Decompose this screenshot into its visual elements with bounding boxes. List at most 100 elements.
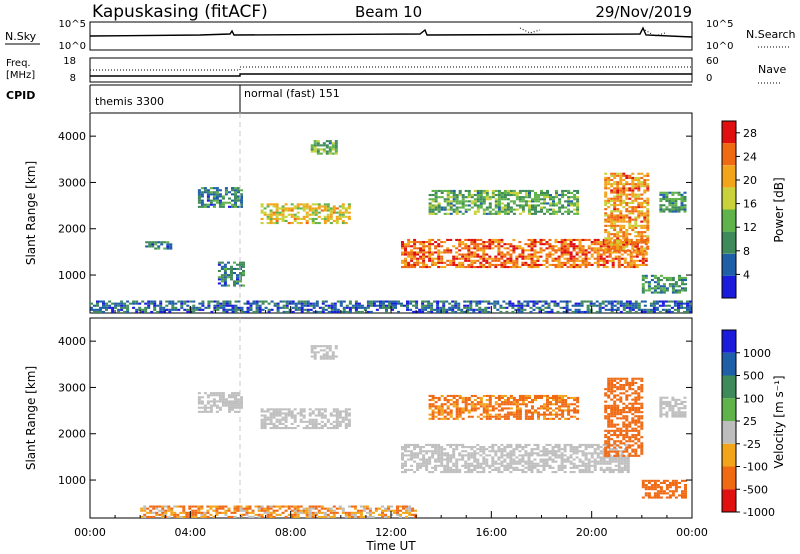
scatter-cell-region-8 bbox=[233, 509, 237, 512]
scatter-cell-region-9 bbox=[671, 200, 675, 203]
scatter-cell-region-3 bbox=[311, 222, 315, 225]
scatter-cell-region-3 bbox=[614, 448, 618, 451]
scatter-cell-region-4 bbox=[515, 403, 519, 406]
scatter-cell-region-6 bbox=[449, 200, 453, 203]
scatter-cell-region-7 bbox=[610, 179, 614, 182]
scatter-cell-region-5 bbox=[625, 411, 629, 414]
scatter-cell-region-8 bbox=[233, 511, 237, 514]
scatter-cell-region-5 bbox=[500, 245, 504, 248]
scatter-cell-region-3 bbox=[557, 446, 561, 449]
scatter-cell-region-3 bbox=[332, 207, 336, 210]
scatter-cell-region-4 bbox=[558, 409, 562, 412]
scatter-cell-region-7 bbox=[674, 400, 678, 403]
scatter-cell-region-10 bbox=[559, 300, 563, 303]
scatter-cell-region-1 bbox=[200, 199, 204, 202]
scatter-cell-region-4 bbox=[446, 417, 450, 420]
scatter-cell-region-6 bbox=[503, 212, 507, 215]
scatter-cell-region-3 bbox=[455, 448, 459, 451]
scatter-cell-region-9 bbox=[671, 198, 675, 201]
scatter-cell-region-5 bbox=[422, 263, 426, 266]
scatter-cell-region-9 bbox=[668, 202, 672, 205]
scatter-cell-region-0 bbox=[166, 241, 170, 244]
scatter-cell-region-6 bbox=[671, 494, 675, 497]
scatter-cell-region-5 bbox=[619, 386, 623, 389]
scatter-cell-region-5 bbox=[485, 259, 489, 262]
scatter-cell-region-0 bbox=[228, 394, 231, 397]
scatter-cell-region-10 bbox=[523, 304, 527, 307]
scatter-cell-region-5 bbox=[413, 253, 417, 256]
scatter-cell-region-6 bbox=[509, 191, 513, 194]
scatter-cell-region-2 bbox=[223, 274, 227, 277]
scatter-cell-region-5 bbox=[581, 251, 585, 254]
scatter-cell-region-1 bbox=[272, 424, 276, 427]
scatter-cell-region-5 bbox=[604, 429, 608, 432]
scatter-cell-region-3 bbox=[329, 217, 333, 220]
scatter-cell-region-5 bbox=[533, 238, 537, 241]
scatter-cell-region-1 bbox=[305, 427, 309, 430]
scatter-cell-region-10 bbox=[677, 310, 680, 313]
scatter-cell-region-4 bbox=[531, 415, 534, 418]
scatter-cell-region-5 bbox=[610, 388, 614, 391]
scatter-cell-region-5 bbox=[539, 255, 543, 258]
scatter-cell-region-2 bbox=[217, 282, 221, 285]
scatter-cell-region-4 bbox=[528, 411, 531, 414]
scatter-cell-region-5 bbox=[617, 249, 621, 252]
scatter-cell-region-4 bbox=[473, 399, 477, 402]
scatter-cell-region-3 bbox=[443, 452, 447, 455]
scatter-cell-region-1 bbox=[272, 422, 276, 425]
scatter-cell-region-10 bbox=[484, 306, 488, 309]
scatter-cell-region-5 bbox=[634, 400, 638, 403]
scatter-cell-region-5 bbox=[607, 438, 611, 441]
scatter-cell-region-6 bbox=[434, 189, 438, 192]
scatter-cell-region-5 bbox=[512, 263, 516, 266]
scatter-cell-region-10 bbox=[634, 310, 638, 313]
scatter-cell-region-10 bbox=[102, 304, 105, 307]
scatter-cell-region-4 bbox=[464, 399, 468, 402]
scatter-cell-region-10 bbox=[162, 306, 166, 309]
scatter-cell-region-5 bbox=[416, 259, 420, 262]
noise-tick-bottom-right: 10^0 bbox=[706, 41, 733, 52]
scatter-cell-region-7 bbox=[625, 233, 629, 236]
scatter-cell-region-8 bbox=[161, 505, 165, 508]
scatter-cell-region-3 bbox=[440, 446, 444, 449]
scatter-cell-region-4 bbox=[479, 401, 483, 404]
scatter-cell-region-3 bbox=[470, 448, 474, 451]
scatter-cell-region-9 bbox=[674, 210, 678, 213]
scatter-cell-region-8 bbox=[668, 283, 672, 286]
scatter-cell-region-4 bbox=[509, 413, 513, 416]
scatter-cell-region-6 bbox=[491, 194, 495, 197]
scatter-cell-region-10 bbox=[415, 300, 419, 303]
scatter-cell-region-3 bbox=[440, 471, 444, 474]
scatter-cell-region-4 bbox=[431, 409, 435, 412]
scatter-cell-region-8 bbox=[206, 511, 210, 514]
scatter-cell-region-5 bbox=[500, 257, 504, 260]
scatter-cell-region-5 bbox=[461, 243, 465, 246]
scatter-cell-region-0 bbox=[231, 400, 234, 403]
scatter-cell-region-3 bbox=[452, 448, 456, 451]
scatter-cell-region-3 bbox=[530, 460, 534, 463]
scatter-cell-region-9 bbox=[668, 210, 672, 213]
scatter-cell-region-5 bbox=[554, 266, 558, 269]
scatter-cell-region-10 bbox=[333, 302, 337, 305]
scatter-cell-region-10 bbox=[153, 302, 157, 305]
scatter-cell-region-3 bbox=[602, 460, 606, 463]
scatter-cell-region-5 bbox=[625, 381, 629, 384]
scatter-cell-region-10 bbox=[397, 300, 400, 303]
scatter-cell-region-7 bbox=[637, 185, 641, 188]
scatter-cell-region-6 bbox=[458, 200, 462, 203]
scatter-cell-region-10 bbox=[102, 300, 105, 303]
scatter-cell-region-5 bbox=[461, 253, 465, 256]
scatter-cell-region-1 bbox=[317, 422, 321, 425]
scatter-cell-region-2 bbox=[220, 276, 224, 279]
scatter-cell-region-8 bbox=[248, 505, 252, 508]
scatter-cell-region-4 bbox=[434, 415, 438, 418]
scatter-cell-region-3 bbox=[509, 452, 513, 455]
scatter-cell-region-5 bbox=[512, 238, 516, 241]
scatter-cell-region-4 bbox=[564, 417, 568, 420]
scatter-cell-region-10 bbox=[382, 306, 385, 309]
scatter-cell-region-8 bbox=[155, 511, 159, 514]
scatter-cell-region-10 bbox=[276, 304, 280, 307]
scatter-cell-region-3 bbox=[521, 471, 525, 474]
scatter-cell-region-1 bbox=[212, 191, 216, 194]
scatter-cell-region-3 bbox=[527, 454, 531, 457]
